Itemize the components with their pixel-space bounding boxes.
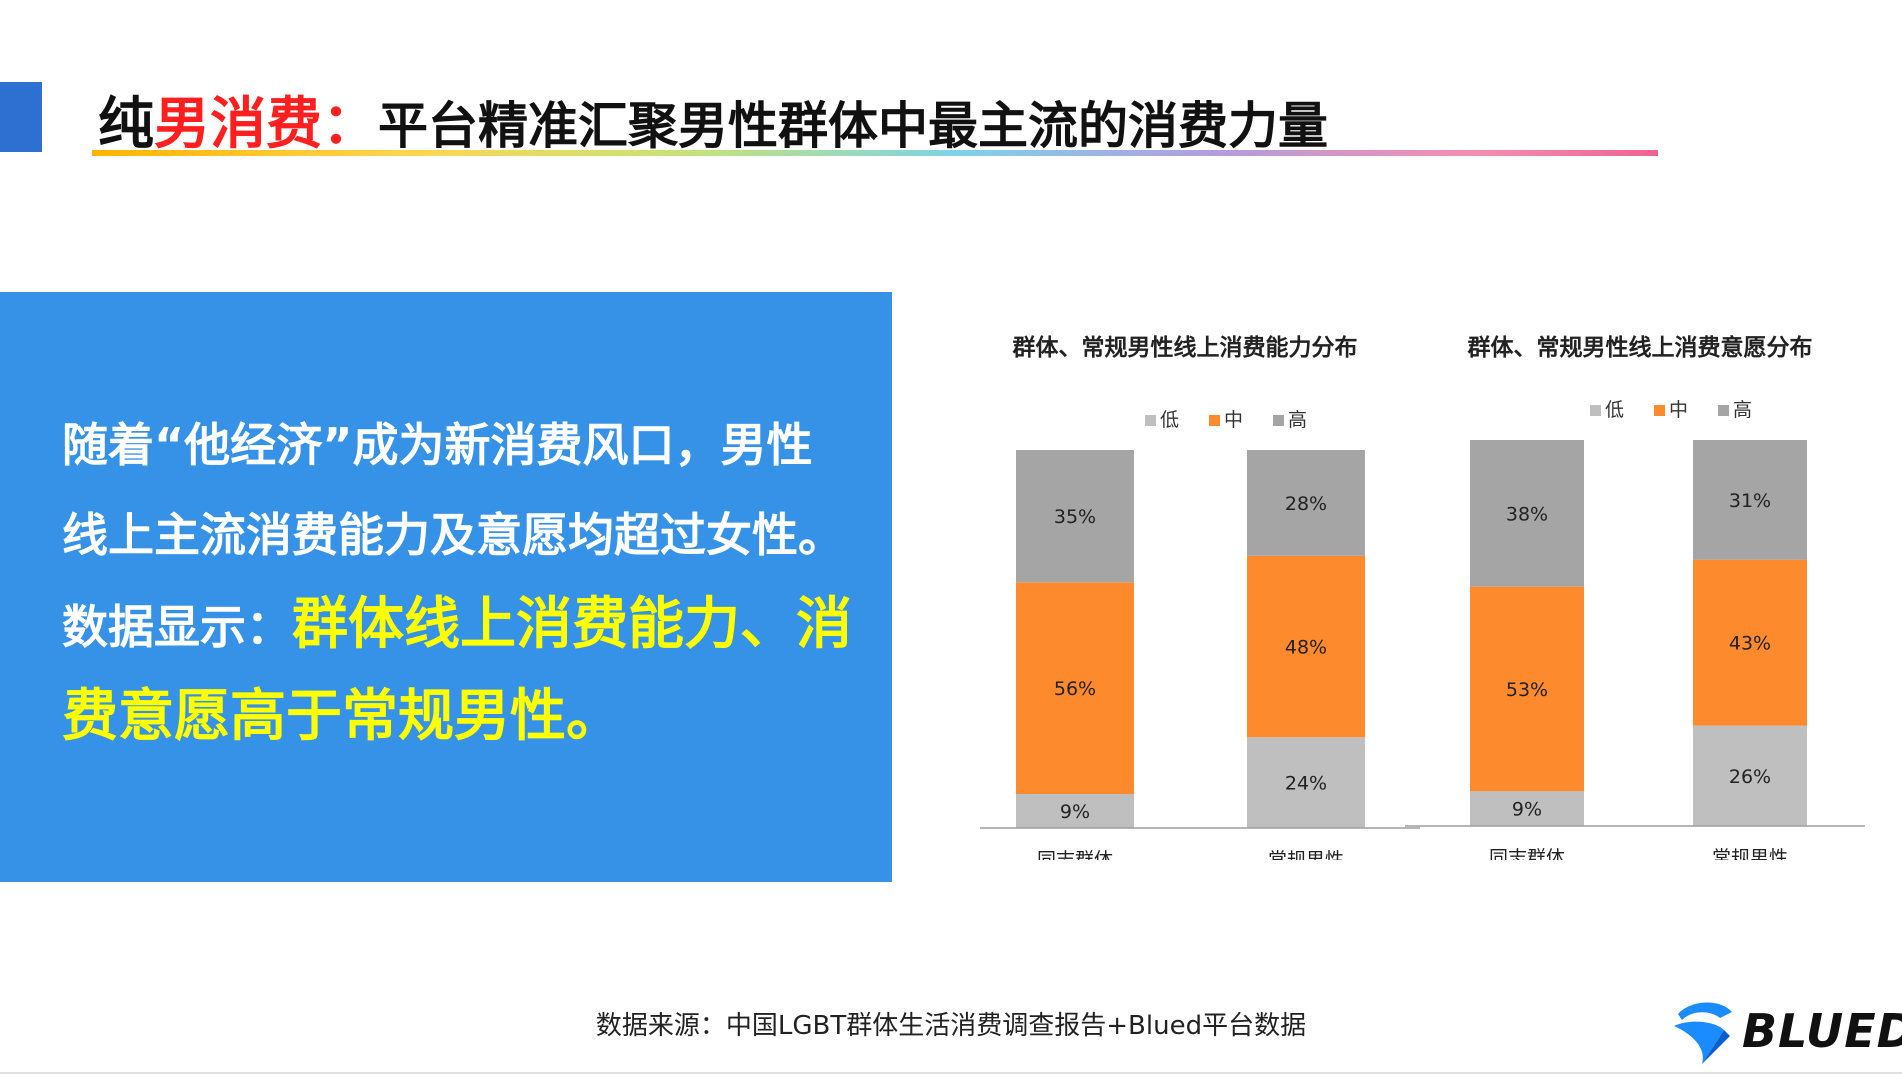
bar-segment [1247, 737, 1365, 828]
title-underline [92, 150, 1658, 156]
chart-title: 群体、常规男性线上消费意愿分布 [1467, 334, 1813, 361]
blued-logo-text: BLUED [1742, 1004, 1902, 1058]
chart-consumption-ability: 群体、常规男性线上消费能力分布低 中 高 9% 56% 35% 同志群体 24% 48% 28% 常… [950, 300, 1420, 860]
summary-paragraph: 随着“他经济”成为新消费风口，男性线上主流消费能力及意愿均超过女性。数据显示：群… [62, 400, 852, 764]
title-prefix: 纯 [98, 92, 154, 157]
bar-segment [1693, 725, 1807, 826]
bar-segment [1693, 559, 1807, 726]
bar-segment [1693, 440, 1807, 560]
legend-swatch [1718, 405, 1729, 416]
text-panel [0, 292, 892, 882]
legend-swatch [1209, 415, 1220, 426]
data-label: 53% [1506, 679, 1548, 701]
data-label: 38% [1506, 503, 1548, 525]
data-label: 56% [1054, 678, 1096, 700]
data-label: 28% [1285, 493, 1327, 515]
data-label: 31% [1729, 490, 1771, 512]
data-label: 43% [1729, 633, 1771, 655]
data-label: 35% [1054, 506, 1096, 528]
legend-label: 高 [1288, 409, 1307, 431]
title-highlight: 男消费： [154, 92, 378, 157]
legend-swatch [1273, 415, 1284, 426]
summary-highlight: 群体线上消费能力、消费意愿高于常规男性。 [62, 592, 852, 749]
bar-segment [1016, 582, 1134, 794]
chart-title: 群体、常规男性线上消费能力分布 [1012, 334, 1358, 361]
blued-wing-icon [1674, 1002, 1732, 1064]
data-label: 48% [1285, 637, 1327, 659]
bar-segment [1247, 450, 1365, 556]
legend-label: 低 [1160, 409, 1179, 431]
summary-text: 随着“他经济”成为新消费风口，男性线上主流消费能力及意愿均超过女性。数据显示： [62, 418, 844, 654]
bar-segment [1016, 793, 1134, 828]
data-source-note: 数据来源：中国LGBT群体生活消费调查报告+Blued平台数据 [595, 1011, 1307, 1041]
legend-swatch [1590, 405, 1601, 416]
bar-segment [1470, 586, 1584, 792]
bar-segment [1470, 440, 1584, 587]
legend-swatch [1654, 405, 1665, 416]
blued-logo: BLUED [1672, 996, 1902, 1070]
footer-divider [0, 1072, 1902, 1074]
data-label: 9% [1060, 801, 1090, 823]
category-label: 常规男性 [1712, 847, 1788, 860]
bar-segment [1470, 791, 1584, 826]
title-accent-bar [0, 82, 42, 152]
data-label: 26% [1729, 766, 1771, 788]
legend-swatch [1145, 415, 1156, 426]
data-label: 24% [1285, 773, 1327, 795]
legend-label: 中 [1669, 399, 1688, 421]
legend-label: 中 [1224, 409, 1243, 431]
legend-label: 低 [1605, 399, 1624, 421]
chart-consumption-willingness: 群体、常规男性线上消费意愿分布低 中 高 9% 53% 38% 同志群体 26% 43% 31% 常… [1405, 300, 1875, 860]
data-label: 9% [1512, 799, 1542, 821]
legend-label: 高 [1733, 399, 1752, 421]
category-label: 同志群体 [1037, 849, 1113, 860]
bar-segment [1016, 450, 1134, 583]
page-title: 纯男消费：平台精准汇聚男性群体中最主流的消费力量 [98, 90, 1328, 161]
title-subtitle: 平台精准汇聚男性群体中最主流的消费力量 [378, 97, 1328, 155]
category-label: 同志群体 [1489, 847, 1565, 860]
category-label: 常规男性 [1268, 849, 1344, 860]
bar-segment [1247, 555, 1365, 738]
